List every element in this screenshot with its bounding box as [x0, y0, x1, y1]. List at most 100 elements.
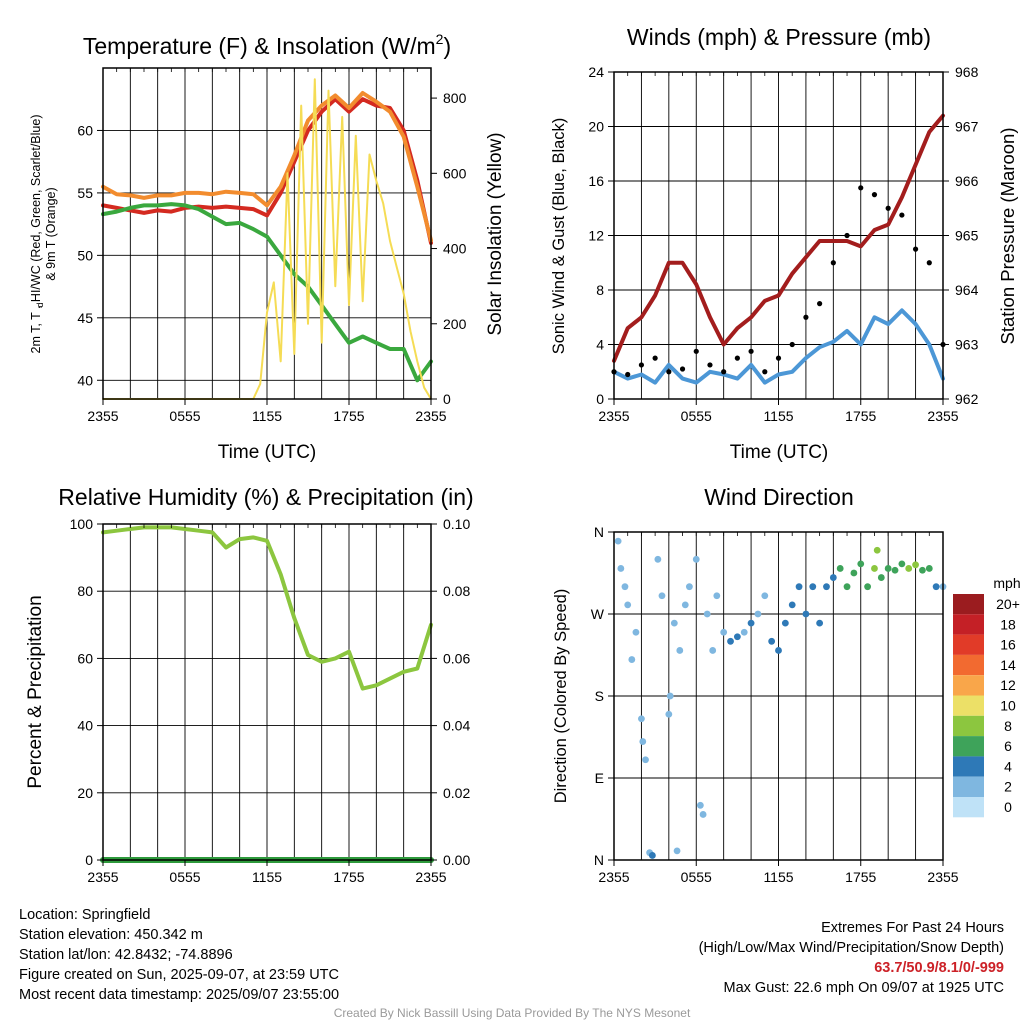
- winds-gust-point: [625, 371, 631, 378]
- direction-direction-point: [617, 565, 625, 572]
- winds-gust-point: [871, 192, 878, 198]
- direction-y-tick-label: N: [594, 524, 604, 540]
- winds-gust-point: [707, 362, 713, 368]
- station-elevation: Station elevation: 450.342 m: [19, 927, 203, 943]
- direction-direction-point: [932, 583, 940, 591]
- speed-legend-swatch: [953, 695, 984, 716]
- speed-legend-label: 6: [1004, 738, 1012, 754]
- humidity-panel: 2355 0555 1155 1755 23550204060801000.000.02…: [70, 516, 471, 885]
- humidity-x-tick-label: 1755: [333, 869, 364, 885]
- direction-panel-title: Wind Direction: [704, 484, 854, 510]
- temperature-panel: 2355 0555 1155 1755 235540455055600200400600…: [77, 67, 467, 424]
- winds-gust-point: [789, 341, 795, 348]
- temperature-panel-title: Temperature (F) & Insolation (W/m2): [83, 31, 451, 59]
- temperature-x-tick-label: 1155: [252, 408, 282, 424]
- direction-direction-point: [628, 656, 636, 663]
- winds-gust-point: [844, 232, 850, 239]
- temperature-y2-tick-label: 600: [443, 165, 467, 181]
- station-info: Location: Springfield Station elevation:…: [19, 905, 339, 1005]
- winds-y2-tick-label: 964: [955, 282, 979, 298]
- temperature-x-tick-label: 2355: [415, 408, 446, 424]
- speed-legend-label: 0: [1004, 799, 1012, 815]
- direction-direction-point: [768, 637, 776, 645]
- temperature-y-tick-label: 50: [77, 247, 93, 263]
- humidity-y-tick-label: 0: [85, 852, 93, 868]
- speed-legend-swatch: [953, 654, 984, 676]
- direction-direction-point: [638, 715, 645, 723]
- direction-direction-point: [654, 555, 662, 563]
- direction-direction-point: [681, 601, 689, 609]
- direction-direction-point: [754, 610, 762, 618]
- direction-direction-point: [666, 692, 674, 700]
- winds-x-tick-label: 1155: [763, 408, 793, 424]
- most-recent-data: Most recent data timestamp: 2025/09/07 2…: [19, 987, 340, 1003]
- direction-direction-point: [877, 574, 885, 581]
- winds-gust-point: [912, 246, 919, 252]
- direction-direction-point: [823, 583, 830, 591]
- speed-legend-swatch: [953, 634, 984, 655]
- temperature-y-label-line2: & 9m T (Orange): [44, 187, 58, 280]
- speed-legend-label: 14: [1000, 657, 1016, 673]
- speed-legend: mph 20+ 18 16 14 12 10 8 6 4 2 0: [953, 575, 1021, 818]
- winds-panel-title: Winds (mph) & Pressure (mb): [627, 24, 931, 50]
- direction-direction-point: [891, 566, 899, 574]
- humidity-y-tick-label: 20: [77, 785, 93, 801]
- winds-gust-point: [817, 301, 823, 307]
- humidity-y-tick-label: 100: [70, 516, 94, 532]
- winds-gust-point: [858, 185, 864, 191]
- max-gust: Max Gust: 22.6 mph On 09/07 at 1925 UTC: [723, 980, 1004, 996]
- direction-direction-point: [898, 560, 906, 568]
- humidity-x-tick-label: 0555: [169, 869, 200, 885]
- winds-series: [611, 113, 946, 385]
- direction-direction-point: [850, 569, 858, 577]
- direction-direction-point: [614, 537, 622, 545]
- winds-gust-point: [885, 205, 891, 211]
- winds-gust-point: [693, 348, 699, 354]
- temperature-y-tick-label: 40: [77, 372, 93, 388]
- direction-direction-point: [761, 592, 769, 600]
- extremes-title: Extremes For Past 24 Hours: [821, 920, 1004, 936]
- winds-y-tick-label: 24: [588, 64, 604, 80]
- winds-y2-tick-label: 965: [955, 228, 979, 244]
- winds-gust-point: [666, 369, 672, 375]
- winds-gust-point: [803, 314, 809, 320]
- speed-legend-swatch: [953, 756, 984, 777]
- temperature-y2-tick-label: 0: [443, 391, 451, 407]
- direction-x-tick-label: 2355: [927, 869, 958, 885]
- direction-direction-point: [632, 628, 640, 636]
- humidity-y-label: Percent & Precipitation: [25, 595, 46, 788]
- direction-direction-point: [709, 647, 717, 654]
- direction-grid: [614, 532, 943, 860]
- direction-x-tick-label: 1755: [845, 869, 876, 885]
- winds-gust-point: [899, 212, 905, 218]
- temperature-td-line: [101, 202, 433, 383]
- humidity-ticks: 2355 0555 1155 1755 23550204060801000.000.02…: [70, 516, 471, 885]
- direction-direction-point: [857, 560, 865, 568]
- temperature-y-label-subscript: d: [35, 302, 45, 307]
- direction-direction-point: [699, 811, 707, 818]
- direction-direction-point: [685, 583, 693, 591]
- winds-y-tick-label: 16: [588, 173, 604, 189]
- winds-y-tick-label: 20: [588, 119, 604, 135]
- direction-direction-point: [912, 561, 919, 569]
- extremes-subtitle: (High/Low/Max Wind/Precipitation/Snow De…: [698, 940, 1004, 956]
- direction-direction-point: [648, 852, 656, 859]
- direction-direction-point: [925, 565, 933, 572]
- winds-grid: [614, 72, 943, 399]
- winds-ticks: 2355 0555 1155 1755 235504812162024962963964…: [588, 64, 978, 424]
- direction-direction-point: [864, 583, 872, 591]
- direction-direction-point: [673, 847, 681, 855]
- direction-direction-point: [873, 546, 881, 554]
- temperature-y-label: 2m T, T , HI/WC (Red, Green, Scarlet/Blu…: [29, 115, 43, 354]
- direction-direction-point: [829, 574, 837, 581]
- direction-direction-point: [775, 647, 782, 654]
- winds-gust-point: [762, 369, 768, 375]
- winds-y2-tick-label: 968: [955, 64, 979, 80]
- winds-x-tick-label: 2355: [927, 408, 958, 424]
- direction-direction-point: [795, 583, 803, 591]
- pressure-y-label: Station Pressure (Maroon): [997, 128, 1018, 345]
- direction-direction-point: [733, 633, 741, 641]
- winds-x-tick-label: 1755: [845, 408, 876, 424]
